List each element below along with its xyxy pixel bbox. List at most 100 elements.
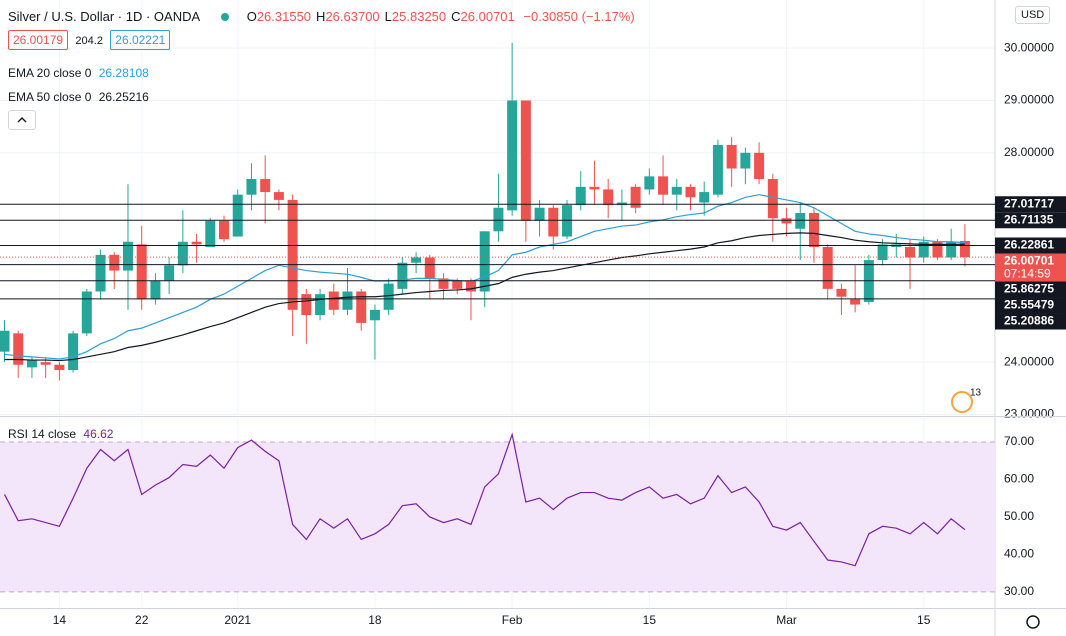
price-label-box: [995, 212, 1066, 229]
ohlc: O26.31550 H26.63700 L25.83250 C26.00701: [247, 9, 520, 24]
price-label-box: [995, 297, 1066, 314]
candle-body: [740, 152, 751, 169]
candle-body: [767, 178, 778, 219]
ask[interactable]: 26.02221: [110, 30, 171, 50]
candle-body: [520, 100, 531, 221]
candle-body: [68, 333, 79, 370]
price-label: 26.71135: [1004, 212, 1054, 226]
candle-body: [959, 240, 970, 258]
candle-body: [479, 231, 490, 292]
ema50-legend: EMA 50 close 0 26.25216: [8, 90, 149, 104]
candle-body: [95, 254, 106, 292]
symbol: Silver / U.S. Dollar · 1D · OANDA: [8, 9, 200, 24]
price-label: 27.01717: [1004, 196, 1054, 210]
candle-body: [54, 364, 65, 370]
rsi-line: [3, 432, 966, 567]
market-status: [221, 13, 230, 21]
price-label-box: [995, 313, 1066, 330]
x-tick-label: 15: [643, 613, 657, 627]
candle-body: [452, 281, 463, 289]
candle-body: [411, 257, 422, 263]
legend-value: 26.28108: [98, 66, 149, 80]
chevron: [17, 117, 27, 123]
y-tick-label: 50.00: [1004, 509, 1034, 523]
price-label-box: [995, 253, 1066, 282]
candle-body: [932, 241, 943, 258]
candle-body: [507, 100, 518, 211]
candle-body: [589, 186, 600, 190]
rsi-band: [0, 441, 995, 592]
x-tick-label: 14: [53, 613, 67, 627]
event-badge: [951, 391, 973, 413]
spread: 204.2: [75, 35, 103, 47]
candle-body: [836, 288, 847, 297]
collapse-button[interactable]: [8, 110, 36, 130]
candle-body: [685, 186, 696, 198]
candle-body: [712, 144, 723, 195]
legend-name: RSI 14 close: [8, 427, 77, 441]
settings-icon[interactable]: [1026, 615, 1040, 629]
candle-body: [754, 152, 765, 179]
candle-body: [383, 283, 394, 310]
ohlc-label: C: [451, 9, 461, 24]
x-tick-label: 15: [917, 613, 931, 627]
x-tick-label: Feb: [502, 613, 523, 627]
candle-body: [328, 291, 339, 310]
ohlc-value: 26.00701: [460, 9, 515, 24]
candle-body: [136, 244, 147, 300]
ema-line: [4, 194, 965, 360]
candle-body: [26, 359, 37, 368]
price-label-box: [995, 196, 1066, 213]
legend-value: 46.62: [83, 427, 114, 441]
candle-body: [877, 244, 888, 261]
y-tick-label: 29.00000: [1004, 93, 1054, 107]
candle-body: [13, 333, 24, 365]
y-tick-label: 23.00000: [1004, 407, 1054, 421]
price-label: 25.86275: [1004, 282, 1054, 296]
price-label: 25.55479: [1004, 298, 1054, 312]
candle-body: [273, 192, 284, 200]
candle-body: [369, 309, 380, 321]
candle-body: [548, 207, 559, 237]
candle-body: [219, 220, 230, 240]
candle-body: [465, 281, 476, 292]
candle-body: [822, 247, 833, 289]
y-tick-label: 30.00: [1004, 584, 1034, 598]
candle-body: [946, 241, 957, 258]
currency[interactable]: USD: [1015, 6, 1051, 24]
candle-body: [177, 241, 188, 266]
candle-body: [726, 144, 737, 169]
candle-body: [122, 241, 133, 271]
y-tick-label: 70.00: [1004, 434, 1034, 448]
candle-body: [0, 330, 10, 352]
quote: 26.00179 204.2 26.02221: [8, 30, 171, 50]
candle-body: [562, 205, 573, 237]
ohlc-label: L: [384, 9, 392, 24]
candle-body: [191, 241, 202, 245]
price-label: 25.20886: [1004, 314, 1054, 328]
candle-body: [164, 265, 175, 282]
x-tick-label: 18: [368, 613, 382, 627]
ema20-legend: EMA 20 close 0 26.28108: [8, 66, 149, 80]
ohlc-value: 26.31550: [256, 9, 312, 24]
legend-name: EMA 20 close 0: [8, 66, 92, 80]
candle-body: [40, 362, 51, 365]
candle-body: [109, 254, 120, 271]
candle-body: [534, 207, 545, 221]
candle-body: [150, 281, 161, 300]
candle-body: [438, 278, 449, 289]
symbol-legend: Silver / U.S. Dollar · 1D · OANDA O26.31…: [8, 9, 635, 24]
ohlc-label: O: [246, 9, 257, 24]
price-label: 26.00701: [1004, 254, 1054, 268]
candle-body: [246, 178, 257, 195]
candle-body: [301, 294, 312, 316]
event-badge-count: 13: [970, 388, 982, 399]
price-label-box: [995, 237, 1066, 254]
ohlc-label: H: [316, 9, 326, 24]
candle-body: [781, 218, 792, 224]
bid[interactable]: 26.00179: [8, 30, 69, 50]
candle-body: [342, 291, 353, 310]
change: −0.30850 (−1.17%): [523, 9, 635, 24]
